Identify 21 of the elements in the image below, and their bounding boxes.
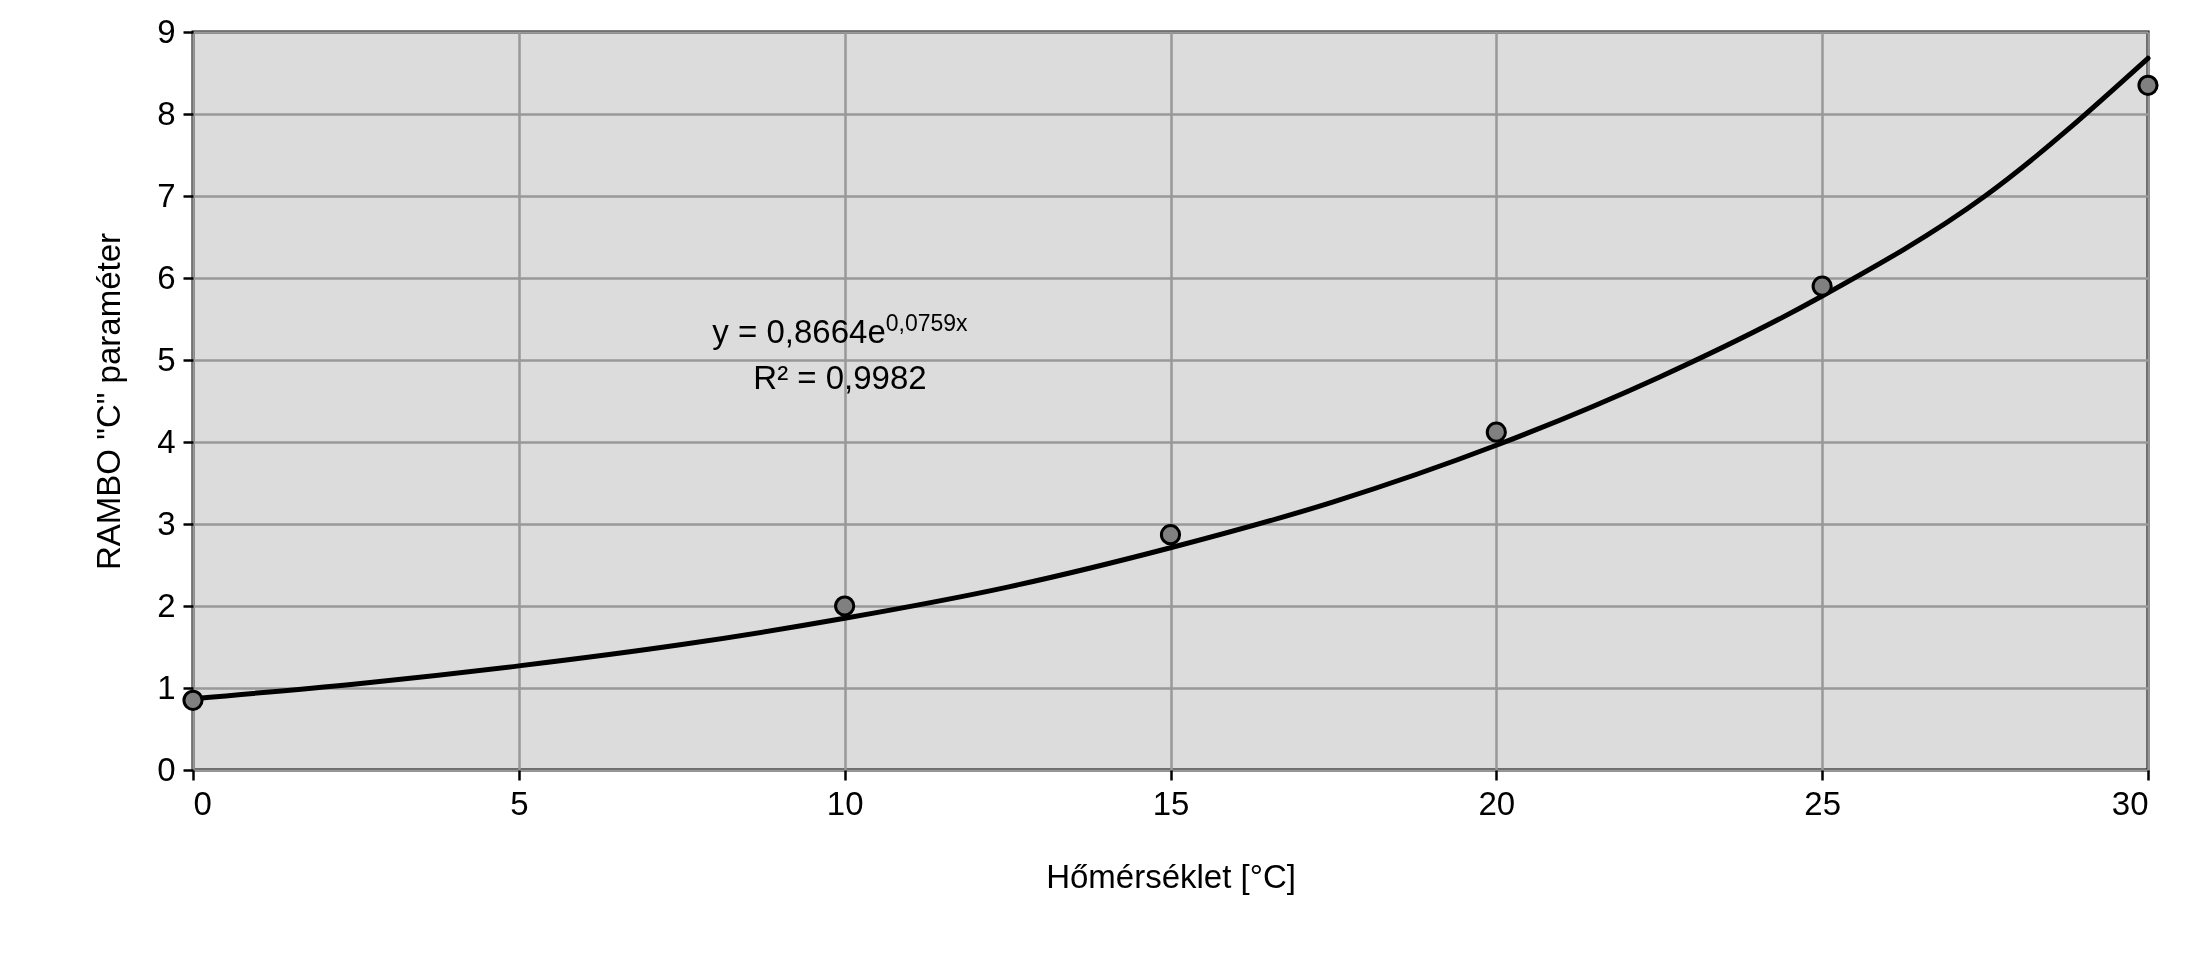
y-tick-label: 4 [157,422,176,460]
x-tick-label: 25 [1804,784,1842,822]
y-tick-label: 7 [157,176,176,214]
x-tick-label: 0 [193,784,212,822]
x-tick-label: 5 [510,784,529,822]
x-tick-label: 10 [826,784,864,822]
y-axis-title: RAMBO "C" paraméter [90,232,128,571]
y-tick-label: 8 [157,94,176,132]
x-tick-label: 20 [1478,784,1516,822]
y-tick-label: 3 [157,504,176,542]
y-tick-label: 9 [157,12,176,50]
x-tick-label: 15 [1152,784,1190,822]
annotation: R² = 0,9982 [752,358,928,398]
x-axis-title: Hőmérséklet [°C] [1046,857,1296,895]
annotation: y = 0,8664e$^{0,0759x}$ [711,309,969,352]
y-tick-label: 2 [157,586,176,624]
y-tick-label: 1 [157,668,176,706]
y-tick-label: 6 [157,258,176,296]
y-tick-label: 5 [157,340,176,378]
y-tick-label: 0 [157,750,176,788]
x-tick-label: 30 [2111,784,2149,822]
